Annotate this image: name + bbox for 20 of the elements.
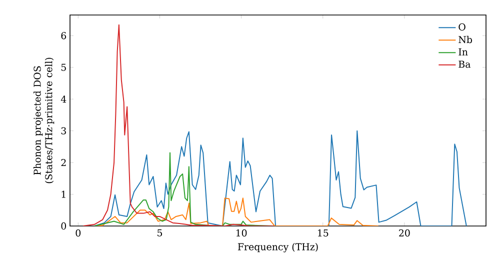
x-tick-label: 10 xyxy=(236,229,247,237)
y-tick-label: 2 xyxy=(61,159,66,166)
y-tick-label: 1 xyxy=(62,190,66,198)
y-tick-label: 6 xyxy=(61,32,66,40)
y-axis-title: Phonon projected DOS (States/THz·primitive cell) xyxy=(34,58,54,184)
y-tick-label: 5 xyxy=(61,64,66,71)
legend-label: Ba xyxy=(458,60,470,68)
line-series xyxy=(82,24,274,226)
line-series xyxy=(94,130,467,226)
y-tick-label: 4 xyxy=(60,96,66,103)
legend-label: Nb xyxy=(458,36,472,44)
y-tick-label: 0 xyxy=(61,222,66,230)
x-tick-label: 15 xyxy=(318,229,328,237)
x-tick-label: 0 xyxy=(76,229,81,237)
x-tick-label: 20 xyxy=(399,229,410,237)
x-axis-title: Frequency (THz) xyxy=(238,243,318,252)
x-tick-label: 5 xyxy=(158,229,162,236)
legend-label: O xyxy=(458,23,466,31)
y-tick-label: 3 xyxy=(61,127,66,134)
legend-label: In xyxy=(458,48,468,56)
